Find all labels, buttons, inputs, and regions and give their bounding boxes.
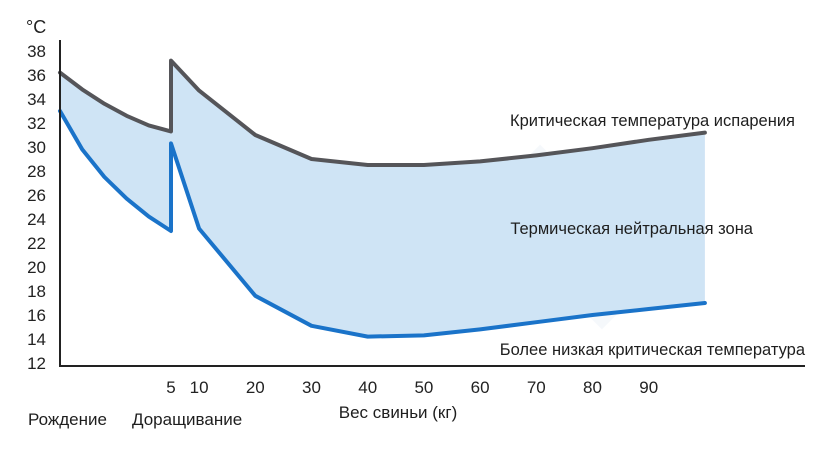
y-tick-label: 38 <box>27 42 46 61</box>
upper-line-label: Критическая температура испарения <box>510 112 795 130</box>
x-tick-label: 5 <box>166 378 175 397</box>
x-tick-label: 50 <box>414 378 433 397</box>
y-tick-label: 32 <box>27 114 46 133</box>
stage-label-birth: Рождение <box>28 410 107 429</box>
lower-critical-temperature-line <box>58 109 707 339</box>
x-tick-label: 30 <box>302 378 321 397</box>
y-tick-label: 12 <box>27 354 46 373</box>
x-tick-label: 10 <box>190 378 209 397</box>
thermoneutral-zone-band <box>60 60 705 337</box>
upper-critical-temperature-line <box>58 58 707 167</box>
y-tick-label: 14 <box>27 330 46 349</box>
x-tick-label: 60 <box>471 378 490 397</box>
y-tick-label: 18 <box>27 282 46 301</box>
x-tick-label: 90 <box>639 378 658 397</box>
band-label: Термическая нейтральная зона <box>510 220 753 238</box>
x-axis-label: Вес свиньи (кг) <box>339 403 457 422</box>
y-tick-label: 36 <box>27 66 46 85</box>
y-tick-label: 24 <box>27 210 46 229</box>
x-tick-label: 40 <box>358 378 377 397</box>
y-tick-label: 34 <box>27 90 46 109</box>
stage-label-weaning: Доращивание <box>132 410 242 429</box>
y-unit-label: °C <box>26 17 46 37</box>
y-tick-label: 28 <box>27 162 46 181</box>
y-tick-label: 26 <box>27 186 46 205</box>
x-tick-label: 20 <box>246 378 265 397</box>
y-tick-label: 16 <box>27 306 46 325</box>
x-tick-label: 80 <box>583 378 602 397</box>
x-tick-label: 70 <box>527 378 546 397</box>
y-tick-label: 30 <box>27 138 46 157</box>
lower-line-label: Более низкая критическая температура <box>500 341 806 359</box>
y-tick-label: 20 <box>27 258 46 277</box>
y-tick-label: 22 <box>27 234 46 253</box>
